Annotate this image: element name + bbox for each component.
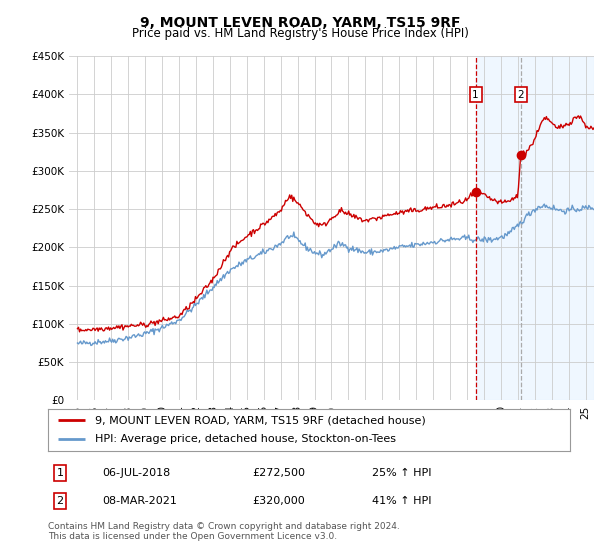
Text: £320,000: £320,000 xyxy=(252,496,305,506)
Text: 08-MAR-2021: 08-MAR-2021 xyxy=(102,496,177,506)
Text: 1: 1 xyxy=(56,468,64,478)
Text: 1: 1 xyxy=(472,90,479,100)
Bar xyxy=(476,56,594,400)
Text: 06-JUL-2018: 06-JUL-2018 xyxy=(102,468,170,478)
Text: 9, MOUNT LEVEN ROAD, YARM, TS15 9RF: 9, MOUNT LEVEN ROAD, YARM, TS15 9RF xyxy=(140,16,460,30)
Text: 25% ↑ HPI: 25% ↑ HPI xyxy=(372,468,431,478)
Text: 2: 2 xyxy=(56,496,64,506)
Text: Price paid vs. HM Land Registry's House Price Index (HPI): Price paid vs. HM Land Registry's House … xyxy=(131,27,469,40)
Text: Contains HM Land Registry data © Crown copyright and database right 2024.
This d: Contains HM Land Registry data © Crown c… xyxy=(48,522,400,542)
Text: HPI: Average price, detached house, Stockton-on-Tees: HPI: Average price, detached house, Stoc… xyxy=(95,435,396,445)
Text: £272,500: £272,500 xyxy=(252,468,305,478)
Text: 41% ↑ HPI: 41% ↑ HPI xyxy=(372,496,431,506)
Text: 2: 2 xyxy=(518,90,524,100)
Text: 9, MOUNT LEVEN ROAD, YARM, TS15 9RF (detached house): 9, MOUNT LEVEN ROAD, YARM, TS15 9RF (det… xyxy=(95,415,426,425)
